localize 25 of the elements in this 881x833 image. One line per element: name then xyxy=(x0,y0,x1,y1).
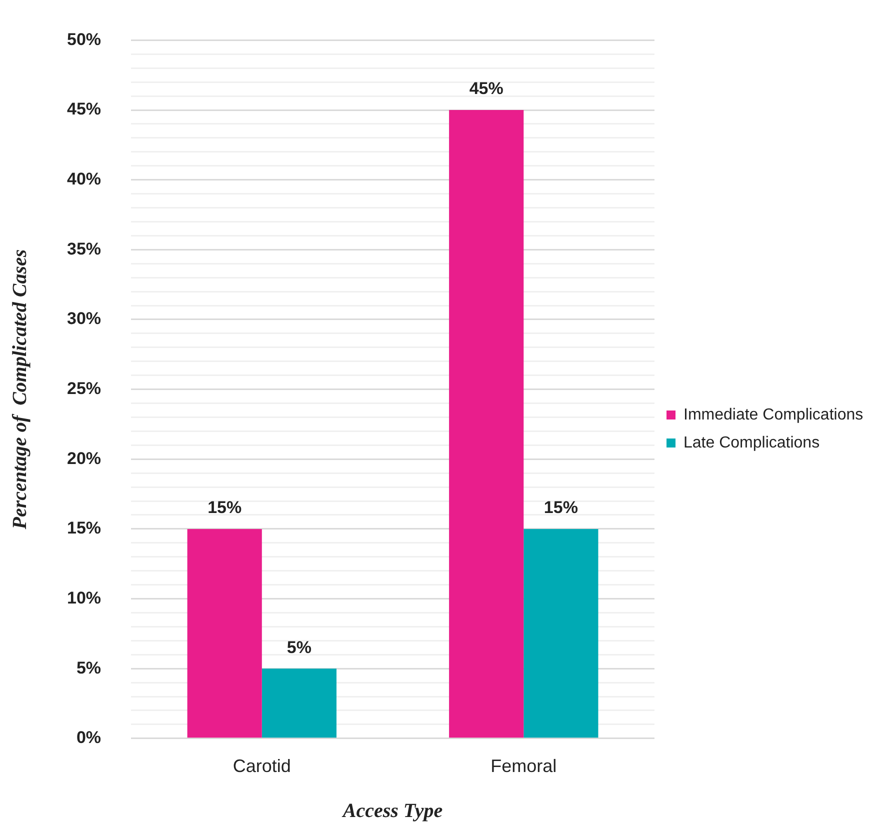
y-tick-label: 50% xyxy=(66,30,102,49)
y-tick-label: 35% xyxy=(66,239,102,258)
x-tick-label: Femoral xyxy=(490,756,557,776)
y-tick-label: 45% xyxy=(66,100,102,119)
data-label: 45% xyxy=(469,79,504,98)
legend-label: Immediate Complications xyxy=(684,406,864,424)
y-tick-label: 30% xyxy=(66,309,102,328)
y-tick-label: 15% xyxy=(66,518,102,538)
y-tick-label: 40% xyxy=(66,170,102,189)
y-tick-label: 10% xyxy=(66,588,102,608)
y-axis-title: Percentage of Complicated Cases xyxy=(9,249,32,530)
x-axis-title: Access Type xyxy=(340,800,443,822)
data-label: 15% xyxy=(544,498,578,518)
y-tick-label: 5% xyxy=(76,658,102,678)
bar xyxy=(524,528,598,738)
bar xyxy=(449,110,524,738)
y-tick-label: 25% xyxy=(66,378,102,398)
data-label: 5% xyxy=(286,638,312,657)
x-tick-label: Carotid xyxy=(232,756,291,776)
y-tick-label: 20% xyxy=(66,448,102,468)
bar xyxy=(262,668,336,738)
y-tick-label: 0% xyxy=(76,728,102,748)
bar xyxy=(187,528,262,738)
data-label: 15% xyxy=(208,498,242,518)
legend-label: Late Complications xyxy=(684,434,820,452)
